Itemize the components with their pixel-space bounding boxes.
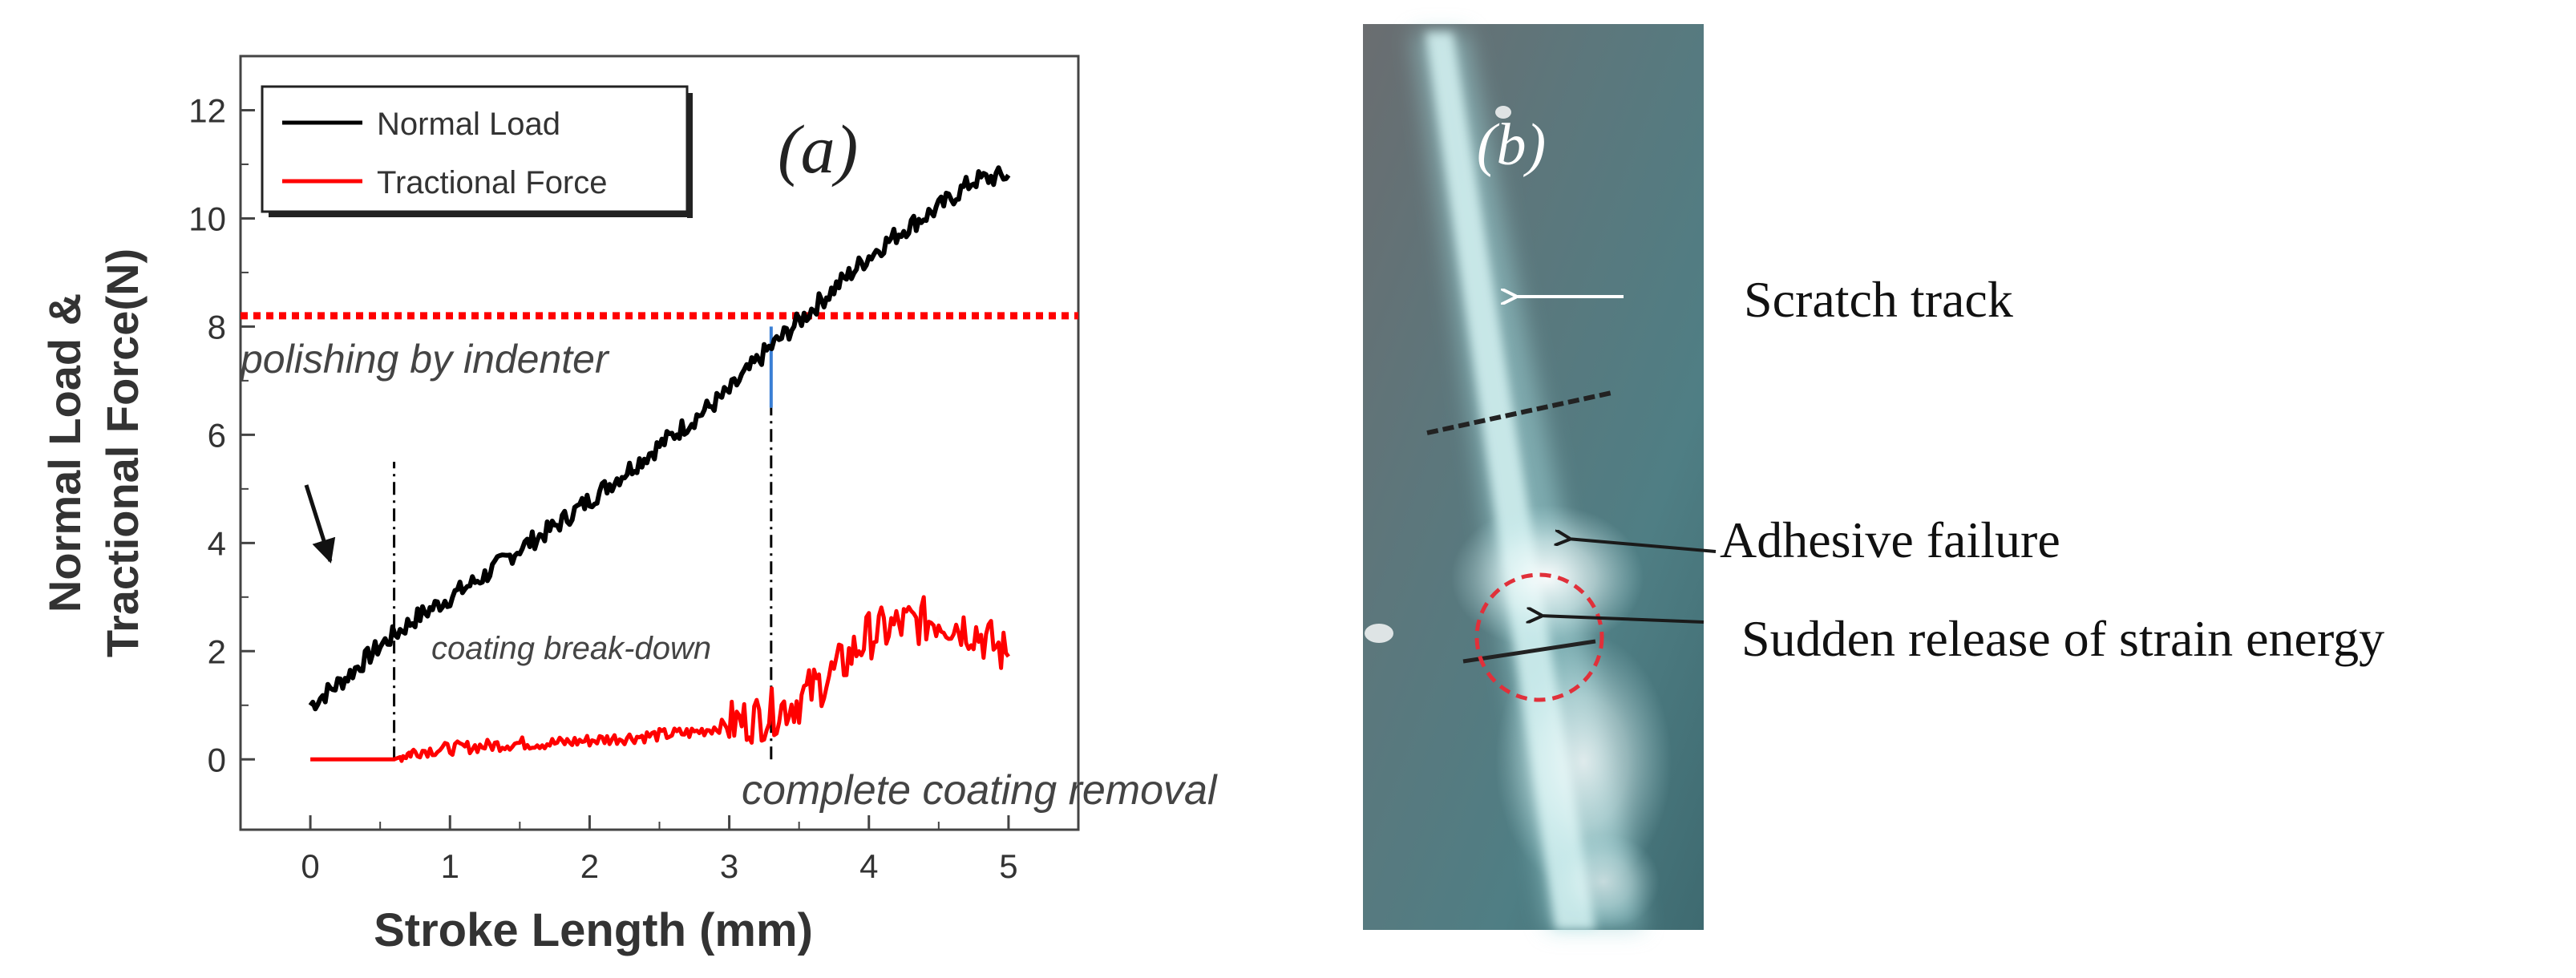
series-0-point-2 [378, 645, 382, 648]
arrow-adhesive-failure [1567, 539, 1717, 553]
series-1-point-9 [623, 736, 626, 739]
series-1-point-0 [309, 758, 312, 761]
x-tick-label-2: 2 [580, 847, 599, 885]
legend-label-tractional-force: Tractional Force [377, 165, 608, 200]
x-tick-label-4: 4 [859, 847, 878, 885]
x-axis-label: Stroke Length (mm) [374, 904, 813, 956]
series-0-point-0 [309, 704, 312, 707]
annotation-removal: complete coating removal [742, 767, 1218, 814]
series-1-point-13 [762, 714, 766, 717]
series-1-point-12 [728, 722, 731, 725]
series-1-point-14 [798, 698, 801, 701]
series-0-point-1 [344, 677, 347, 680]
y-axis-label: Normal Load & Tractional Force(N) [39, 249, 148, 657]
panel-label-a: (a) [778, 111, 858, 188]
series-0-point-4 [448, 596, 451, 599]
series-0-point-11 [693, 417, 696, 420]
panel-label-b: (b) [1477, 112, 1546, 178]
series-1-point-7 [553, 742, 556, 745]
crack-line-lower [1462, 639, 1596, 664]
y-tick-label-6: 12 [188, 91, 226, 129]
legend-shadow-bottom [269, 212, 693, 217]
y-axis-label-line2: Tractional Force(N) [97, 249, 148, 657]
failure-circle [1474, 572, 1604, 702]
x-tick-label-5: 5 [999, 847, 1017, 885]
series-1-point-15 [832, 671, 835, 674]
series-0-point-20 [1007, 173, 1010, 176]
series-line-tractional-force [310, 595, 1010, 763]
series-1-point-4 [448, 747, 451, 750]
series-0-point-15 [832, 287, 835, 290]
series-0-point-6 [518, 547, 521, 550]
x-tick-label-1: 1 [441, 847, 459, 885]
series-group [308, 165, 1011, 763]
series-1-point-8 [588, 739, 591, 742]
annotation-polishing: polishing by indenter [239, 337, 610, 382]
series-0-point-5 [483, 574, 487, 577]
series-0-point-16 [867, 255, 871, 258]
series-1-point-11 [693, 731, 696, 734]
annotation-breakdown: coating break-down [431, 631, 711, 666]
photo-panel-b: (b) Scratch track Adhesive failure Sudde… [1363, 24, 2384, 930]
legend-shadow-right [687, 93, 693, 218]
series-0-point-19 [972, 179, 975, 182]
series-1-point-5 [483, 744, 487, 747]
series-1-point-17 [902, 623, 905, 626]
x-tick-label-0: 0 [301, 847, 319, 885]
y-tick-label-5: 10 [188, 200, 226, 237]
series-1-point-10 [658, 734, 661, 737]
series-0-point-17 [902, 228, 905, 231]
series-0-point-3 [414, 617, 417, 620]
series-1-point-6 [518, 742, 521, 745]
y-tick-label-1: 2 [208, 632, 226, 670]
y-tick-label-0: 0 [208, 741, 226, 778]
legend-label-normal-load: Normal Load [377, 107, 560, 142]
arrow-sudden-release [1539, 616, 1705, 622]
series-line-normal-load [308, 165, 1011, 712]
series-1-point-2 [393, 758, 396, 761]
series-1-point-16 [867, 633, 871, 637]
y-axis-label-line1: Normal Load & [39, 293, 90, 612]
x-tick-label-3: 3 [720, 847, 738, 885]
series-0-point-12 [728, 390, 731, 393]
series-0-point-9 [623, 471, 626, 475]
series-0-point-14 [798, 320, 801, 323]
series-0-point-10 [658, 444, 661, 447]
y-tick-label-2: 4 [208, 524, 226, 562]
series-0-point-18 [937, 206, 940, 209]
series-1-point-3 [414, 750, 417, 753]
label-sudden-release: Sudden release of strain energy [1741, 610, 2384, 667]
series-0-point-8 [588, 498, 591, 501]
y-tick-label-3: 6 [208, 416, 226, 454]
legend: Normal Load Tractional Force [261, 85, 693, 218]
label-scratch-track: Scratch track [1744, 271, 2013, 328]
annotation-arrow [304, 484, 336, 564]
series-0-point-13 [762, 352, 766, 355]
series-1-point-1 [350, 758, 354, 761]
series-1-point-18 [937, 617, 940, 620]
label-adhesive-failure: Adhesive failure [1720, 511, 2060, 568]
series-1-point-19 [972, 628, 975, 631]
y-tick-label-4: 8 [208, 308, 226, 346]
series-0-point-7 [553, 525, 556, 528]
series-1-point-20 [1007, 655, 1010, 658]
